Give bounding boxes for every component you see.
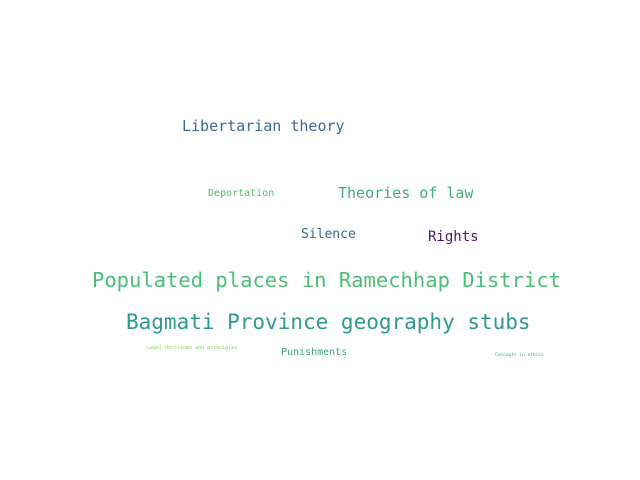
word-bagmati-province-stubs: Bagmati Province geography stubs [126, 310, 531, 334]
word-populated-places-ramechhap: Populated places in Ramechhap District [92, 268, 561, 292]
word-rights: Rights [428, 229, 479, 245]
word-legal-doctrines: Legal doctrines and principles [147, 345, 238, 351]
word-concepts-in-ethics: Concepts in ethics [495, 353, 544, 358]
word-silence: Silence [301, 227, 356, 242]
word-punishments: Punishments [281, 347, 348, 358]
word-theories-of-law: Theories of law [338, 184, 474, 202]
word-libertarian-theory: Libertarian theory [182, 117, 345, 135]
word-deportation: Deportation [208, 188, 275, 199]
